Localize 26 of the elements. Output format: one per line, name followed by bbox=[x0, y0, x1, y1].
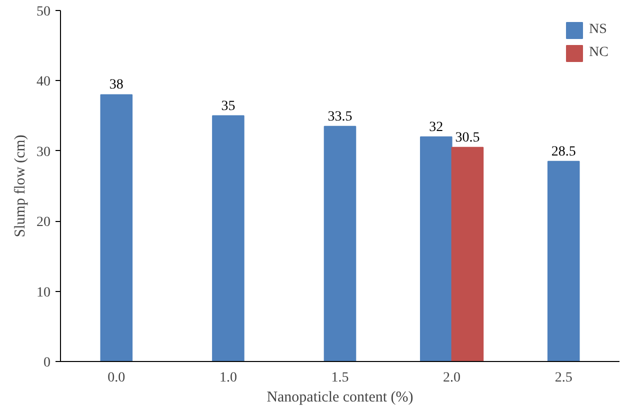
x-tick-label: 1.5 bbox=[331, 370, 349, 386]
data-label: 30.5 bbox=[455, 130, 480, 146]
x-tick-label: 2.0 bbox=[443, 370, 461, 386]
y-axis-title: Slump flow (cm) bbox=[12, 134, 28, 238]
x-tick-label: 1.0 bbox=[219, 370, 237, 386]
bar bbox=[324, 126, 356, 362]
x-axis-title: Nanopaticle content (%) bbox=[266, 390, 414, 406]
x-tick-label: 2.5 bbox=[554, 370, 572, 386]
data-label: 35 bbox=[221, 98, 236, 114]
bar bbox=[212, 115, 244, 362]
y-tick-label: 50 bbox=[36, 4, 50, 20]
y-tick-label: 30 bbox=[36, 144, 50, 160]
legend-label: NS bbox=[589, 22, 608, 38]
data-label: 28.5 bbox=[551, 144, 576, 160]
legend-label: NC bbox=[589, 45, 609, 61]
y-tick-label: 40 bbox=[36, 74, 50, 90]
y-tick-label: 20 bbox=[36, 215, 50, 230]
bar bbox=[547, 160, 580, 362]
y-tick-label: 10 bbox=[36, 285, 50, 300]
x-tick-label: 0.0 bbox=[108, 370, 126, 386]
y-tick-label: 0 bbox=[44, 356, 50, 370]
bar bbox=[100, 94, 133, 362]
data-label: 32 bbox=[429, 120, 444, 135]
data-label: 38 bbox=[109, 78, 124, 93]
bar bbox=[451, 146, 484, 362]
data-label: 33.5 bbox=[328, 109, 352, 124]
